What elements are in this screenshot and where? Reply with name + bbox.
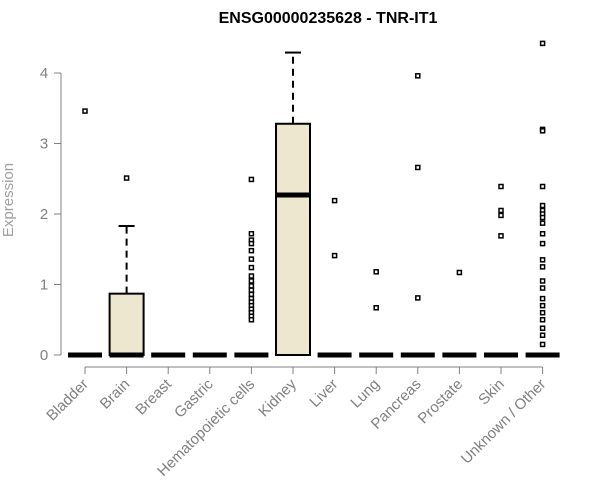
box-group xyxy=(400,73,435,358)
box-series xyxy=(68,40,560,358)
box-body xyxy=(108,292,145,357)
x-tick-label: Skin xyxy=(475,376,508,409)
outlier-point xyxy=(248,247,255,254)
outlier-point xyxy=(539,341,546,348)
y-tick-label: 0 xyxy=(40,347,48,364)
outlier-point xyxy=(498,233,504,239)
y-axis-label: Expression xyxy=(0,163,17,237)
y-axis: 0 1 2 3 4 xyxy=(40,65,62,364)
outlier-point xyxy=(248,278,255,284)
outlier-point xyxy=(539,40,546,47)
outlier-point xyxy=(456,269,463,276)
box-group xyxy=(234,176,269,358)
x-tick-label: Liver xyxy=(306,376,341,411)
outlier-point xyxy=(539,128,546,134)
outlier-point xyxy=(498,212,504,219)
outlier-point xyxy=(539,278,546,284)
outlier-point xyxy=(248,283,255,289)
outlier-point xyxy=(539,202,546,209)
outlier-point xyxy=(248,230,255,237)
x-tick-label: Kidney xyxy=(255,375,300,420)
y-tick-label: 1 xyxy=(40,277,48,294)
y-tick-label: 2 xyxy=(40,206,48,223)
outlier-point xyxy=(539,264,546,270)
outlier-point xyxy=(539,295,546,302)
box-group xyxy=(484,183,518,358)
outlier-point xyxy=(539,285,546,291)
outlier-point xyxy=(415,295,421,301)
outlier-point xyxy=(248,291,255,298)
outlier-point xyxy=(539,332,546,339)
x-tick-label: Prostate xyxy=(415,376,467,428)
outlier-point xyxy=(415,164,421,171)
outlier-point xyxy=(248,287,255,293)
box-group xyxy=(525,40,560,358)
outlier-point xyxy=(539,240,546,247)
x-tick-label: Brain xyxy=(97,376,134,413)
outlier-point xyxy=(539,309,546,316)
outlier-point xyxy=(539,214,546,221)
outlier-point xyxy=(248,256,255,262)
outlier-point xyxy=(539,220,546,226)
outlier-point xyxy=(373,269,379,275)
outlier-point xyxy=(82,108,88,114)
outlier-point xyxy=(498,207,504,214)
outlier-point xyxy=(539,317,546,323)
y-tick-label: 4 xyxy=(40,65,48,82)
y-tick-label: 3 xyxy=(40,136,48,153)
x-tick-label: Bladder xyxy=(43,376,92,425)
chart-title: ENSG00000235628 - TNR-IT1 xyxy=(219,10,438,27)
outlier-point xyxy=(373,305,379,311)
outlier-point xyxy=(248,273,255,279)
box-group xyxy=(442,269,477,358)
box-group xyxy=(68,108,102,358)
outlier-point xyxy=(248,317,255,323)
outlier-point xyxy=(123,175,130,181)
outlier-point xyxy=(539,230,546,237)
outlier-point xyxy=(415,73,421,79)
outlier-point xyxy=(539,257,546,263)
outlier-point xyxy=(248,264,255,271)
box-group xyxy=(275,51,311,357)
outlier-point xyxy=(331,197,338,204)
x-tick-label: Lung xyxy=(347,376,383,412)
box-group xyxy=(359,269,394,358)
outlier-point xyxy=(539,302,546,309)
x-tick-label: Breast xyxy=(132,375,175,418)
box-body xyxy=(275,122,311,357)
outlier-point xyxy=(539,325,546,331)
box-group xyxy=(108,175,145,358)
outlier-point xyxy=(248,176,255,183)
outlier-point xyxy=(331,252,338,259)
outlier-point xyxy=(248,240,255,247)
outlier-point xyxy=(498,183,504,190)
box-group xyxy=(317,197,352,358)
outlier-point xyxy=(539,183,546,190)
